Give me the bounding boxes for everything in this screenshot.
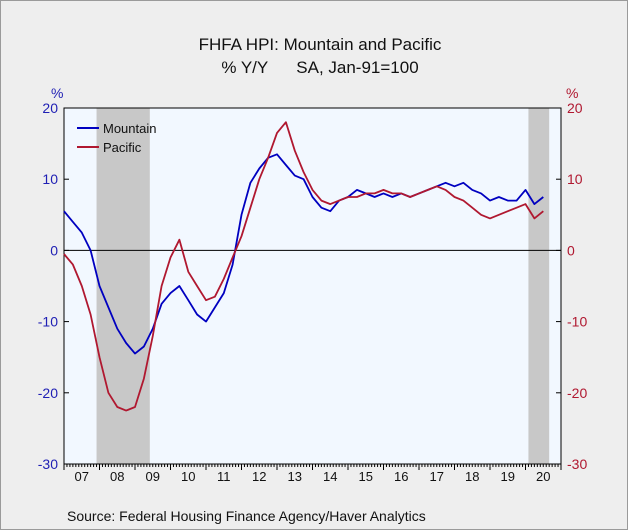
series-line-mountain [63,153,544,355]
recession-band-0 [96,108,150,464]
x-tick-label-10: 17 [430,469,444,484]
right-axis-unit: % [566,85,578,101]
x-tick-label-8: 15 [359,469,373,484]
y-tick-label-right-4: 10 [567,171,583,187]
recession-band-1 [528,108,550,464]
y-tick-label-right-2: -10 [567,314,587,330]
y-tick-label-left-4: 10 [42,171,58,187]
y-tick-label-left-5: 20 [42,100,58,116]
series-line-pacific [63,121,544,412]
y-tick-label-right-0: -30 [567,456,587,472]
y-tick-label-left-0: -30 [38,456,58,472]
chart-subtitle: % Y/Y SA, Jan-91=100 [221,58,418,77]
chart-title: FHFA HPI: Mountain and Pacific [199,35,442,54]
left-axis-unit: % [51,85,63,101]
x-tick-label-13: 20 [536,469,550,484]
x-tick-label-2: 09 [146,469,160,484]
x-tick-label-6: 13 [288,469,302,484]
x-tick-label-5: 12 [252,469,266,484]
y-tick-label-left-2: -10 [38,314,58,330]
x-tick-label-0: 07 [75,469,89,484]
x-tick-label-4: 11 [217,469,231,484]
y-tick-label-left-3: 0 [50,242,58,258]
y-tick-label-right-1: -20 [567,385,587,401]
y-tick-label-right-3: 0 [567,242,575,258]
y-tick-label-right-5: 20 [567,100,583,116]
source-note: Source: Federal Housing Finance Agency/H… [67,508,426,524]
x-tick-label-3: 10 [181,469,195,484]
legend-label-pacific: Pacific [103,140,142,155]
x-tick-label-9: 16 [394,469,408,484]
x-tick-label-7: 14 [323,469,337,484]
x-tick-label-1: 08 [110,469,124,484]
x-tick-label-11: 18 [465,469,479,484]
plot-area: -30 -30 -20 -20 -10 -10 0 0 10 10 20 20 07 08 09 10 11 12… [38,100,588,484]
y-tick-label-left-1: -20 [38,385,58,401]
legend-label-mountain: Mountain [103,121,156,136]
x-tick-label-12: 19 [501,469,515,484]
